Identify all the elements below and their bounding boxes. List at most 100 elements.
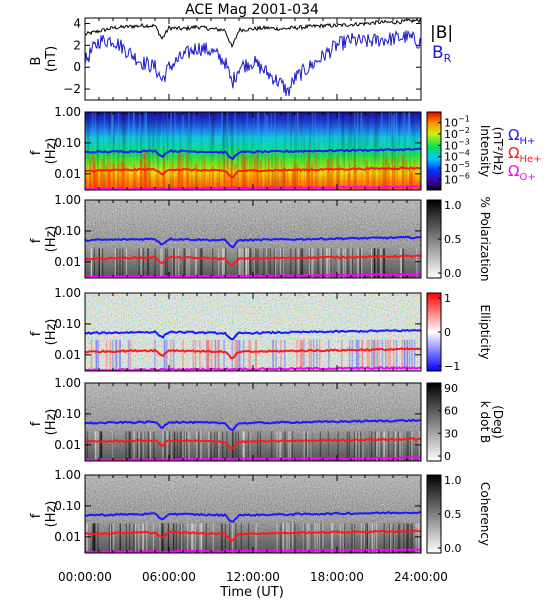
polarization-spectrogram (85, 200, 421, 278)
panel-ellipticity: 1.00 0.10 0.01 f (Hz) 1 0 −1 Ellipticity (29, 286, 492, 373)
h-plus-line (85, 328, 421, 341)
colorbar-tick-label: 10−4 (444, 149, 470, 164)
freq-axis-symbol: f (29, 238, 44, 243)
legend-b-r-sub: R (444, 52, 452, 65)
intensity-colorbar-label: Intensity (478, 125, 492, 177)
b-series (84, 17, 422, 96)
freq-tick-label: 1.00 (54, 468, 81, 482)
he-plus-line (85, 254, 421, 266)
colorbar-tick-label: 90 (444, 382, 458, 395)
b-tick-label: 4 (73, 16, 81, 30)
spectrogram-panels: 1.000.100.01f (Hz)10−110−210−310−410−510−… (29, 105, 542, 555)
panel-b-field: 420−2 B (nT) |B| BR (29, 16, 453, 101)
freq-tick-label: 1.00 (54, 376, 81, 390)
x-tick-labels: 00:00:00 06:00:00 12:00:00 18:00:00 24:00:00 (58, 18, 448, 584)
kdotb-colorbar-unit: (Deg) (491, 405, 505, 439)
kdotb-colorbar-label: k dot B (478, 401, 492, 443)
colorbar-tick-label: 10−6 (444, 171, 470, 186)
b-total-line (84, 17, 422, 48)
freq-axis-symbol: f (29, 421, 44, 426)
colorbar-tick-label: 0.5 (444, 233, 462, 246)
x-tick-label: 24:00:00 (394, 570, 448, 584)
legend-b-r: BR (432, 43, 452, 65)
freq-axis-symbol: f (29, 331, 44, 336)
x-tick-label: 00:00:00 (58, 570, 112, 584)
he-plus-line (85, 529, 421, 543)
b-yunit: (nT) (44, 46, 59, 72)
freq-tick-label: 1.00 (54, 286, 81, 300)
freq-tick-label: 1.00 (54, 193, 81, 207)
he-plus-line (85, 437, 421, 450)
ellipticity-colorbar-label: Ellipticity (478, 305, 492, 360)
colorbar-tick-label: 30 (444, 427, 458, 440)
h-plus-line (85, 510, 421, 523)
h-plus-line (85, 235, 421, 249)
panel-kdotb: 1.00 0.10 0.01 f (Hz) 90 60 30 0 k dot B (Deg) (29, 376, 505, 463)
b-r-line (84, 29, 422, 96)
ellipticity-spectrogram (85, 293, 421, 371)
freq-tick-label: 0.10 (54, 224, 81, 238)
panel-coherency: 1.00 0.10 0.01 f (Hz) 1.0 0.5 0.0 Coherency (29, 468, 492, 555)
panel-polarization: 1.00 0.10 0.01 f (Hz) 1.0 0.5 0.0 % Polarization (29, 193, 492, 281)
b-tick-label: −2 (63, 82, 81, 96)
legend-omega-o-plus: ΩO+ (508, 162, 536, 183)
coherency-spectrogram (85, 475, 421, 553)
legend-b-total: |B| (430, 23, 453, 43)
freq-tick-label: 0.10 (54, 136, 81, 150)
colorbar-tick-label: 10−2 (444, 126, 470, 141)
freq-tick-label: 0.10 (54, 499, 81, 513)
colorbar-tick-label: 1 (444, 292, 451, 305)
legend-omega-he-plus: ΩHe+ (508, 144, 542, 165)
freq-tick-label: 0.01 (54, 167, 81, 181)
h-plus-line (85, 147, 421, 161)
freq-tick-label: 0.01 (54, 348, 81, 362)
freq-axis-symbol: f (29, 513, 44, 518)
legend-omega-h-plus: ΩH+ (508, 126, 535, 147)
colorbar-tick-label: 60 (444, 405, 458, 418)
colorbar-tick-label: 0.0 (444, 267, 462, 280)
kdotb-colorbar (426, 382, 442, 462)
freq-axis-unit: (Hz) (44, 138, 59, 165)
freq-tick-label: 0.01 (54, 255, 81, 269)
coherency-colorbar-label: Coherency (478, 482, 492, 546)
b-ylabel: B (29, 57, 44, 66)
freq-tick-label: 0.10 (54, 317, 81, 331)
colorbar-tick-label: 1.0 (444, 199, 462, 212)
colorbar-tick-label: 10−3 (444, 137, 470, 152)
b-tick-label: 0 (73, 60, 81, 74)
x-tick-label: 18:00:00 (310, 570, 364, 584)
colorbar-tick-label: 0.0 (444, 542, 462, 555)
freq-tick-label: 0.10 (54, 407, 81, 421)
colorbar-tick-label: 0 (444, 326, 451, 339)
he-plus-line (85, 166, 421, 179)
freq-axis-unit: (Hz) (44, 409, 59, 436)
freq-axis-unit: (Hz) (44, 319, 59, 346)
polarization-colorbar-label: % Polarization (478, 197, 492, 282)
freq-tick-label: 1.00 (54, 105, 81, 119)
panel-intensity: 1.00 0.10 0.01 f (Hz) 10−110−210−310−410−510−… (29, 105, 542, 191)
intensity-spectrogram (85, 112, 421, 190)
freq-axis-unit: (Hz) (44, 501, 59, 528)
colorbar-tick-label: 10−5 (444, 160, 470, 175)
colorbar-tick-label: 0 (444, 450, 451, 463)
freq-axis-symbol: f (29, 150, 44, 155)
x-axis-label: Time (UT) (219, 585, 284, 600)
legend-b-r-main: B (432, 43, 444, 63)
figure-title: ACE Mag 2001-034 (185, 2, 319, 18)
colorbar-tick-label: 0.5 (444, 508, 462, 521)
he-plus-line (85, 347, 421, 360)
intensity-colorbar-unit: (nT²/Hz) (491, 127, 505, 175)
colorbar-tick-label: 10−1 (444, 115, 470, 130)
kdotb-spectrogram (85, 383, 421, 461)
colorbar-tick-label: 1.0 (444, 474, 462, 487)
freq-tick-label: 0.01 (54, 530, 81, 544)
intensity-colorbar (426, 111, 442, 191)
b-tick-label: 2 (73, 38, 81, 52)
colorbar-tick-label: −1 (444, 360, 460, 373)
x-tick-label: 06:00:00 (142, 570, 196, 584)
freq-axis-unit: (Hz) (44, 226, 59, 253)
x-tick-label: 12:00:00 (226, 570, 280, 584)
h-plus-line (85, 418, 421, 432)
b-y-ticks: 4 2 0 −2 (63, 16, 421, 96)
